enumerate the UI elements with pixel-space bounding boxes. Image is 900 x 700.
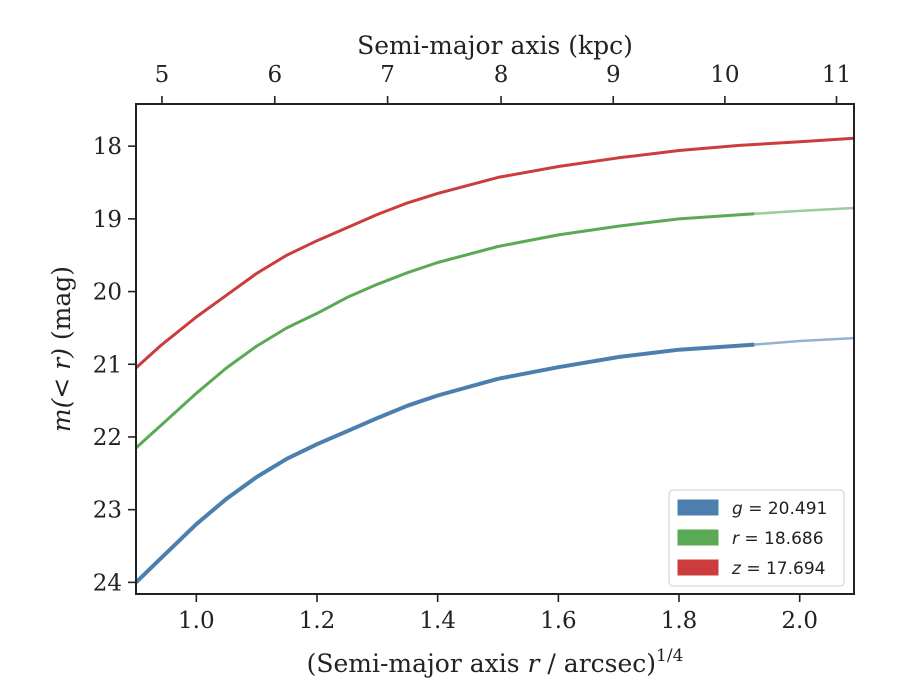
y-tick-label: 19 xyxy=(93,207,122,233)
legend-label-z: z = 17.694 xyxy=(731,559,825,579)
legend-label-g: g = 20.491 xyxy=(732,499,827,519)
legend-label-r: r = 18.686 xyxy=(732,529,824,549)
legend-swatch-z xyxy=(677,559,719,576)
y-tick-label: 24 xyxy=(93,570,122,596)
y-tick-label: 22 xyxy=(93,425,122,451)
x-axis-title-sup: 1/4 xyxy=(656,646,683,666)
top-axis-title: Semi-major axis (kpc) xyxy=(357,31,633,60)
top-tick-label: 10 xyxy=(710,62,739,88)
series-line-g xyxy=(134,342,755,584)
top-tick-label: 7 xyxy=(380,62,395,88)
series-lines xyxy=(134,136,855,584)
legend-swatch-g xyxy=(677,499,719,516)
y-axis-title-suffix: (mag) xyxy=(47,266,76,348)
bottom-x-ticks: 1.0 1.2 1.4 1.6 1.8 2.0 xyxy=(178,594,818,634)
top-x-ticks: 5 6 7 8 9 10 11 xyxy=(155,62,851,104)
x-axis-title-var: r xyxy=(528,649,542,678)
y-axis-title: m(< r) (mag) xyxy=(47,266,76,432)
y-tick-label: 23 xyxy=(93,498,122,524)
top-tick-label: 8 xyxy=(494,62,509,88)
y-tick-label: 20 xyxy=(93,280,122,306)
x-axis-title-prefix: (Semi-major axis xyxy=(307,649,528,678)
y-tick-label: 18 xyxy=(93,134,122,160)
top-tick-label: 9 xyxy=(606,62,621,88)
x-tick-label: 1.2 xyxy=(299,608,336,634)
x-tick-label: 2.0 xyxy=(781,608,818,634)
x-tick-label: 1.4 xyxy=(419,608,456,634)
y-tick-label: 21 xyxy=(93,352,122,378)
y-axis-title-var: m(< r) xyxy=(47,348,76,432)
x-axis-title-suffix: / arcsec) xyxy=(539,649,656,678)
series-line-g-extension xyxy=(754,336,855,346)
legend: g = 20.491 r = 18.686 z = 17.694 xyxy=(668,489,845,587)
x-tick-label: 1.0 xyxy=(178,608,215,634)
legend-swatch-r xyxy=(677,529,719,546)
x-tick-label: 1.6 xyxy=(540,608,577,634)
top-tick-label: 11 xyxy=(822,62,851,88)
series-line-r xyxy=(134,212,755,450)
x-axis-title: (Semi-major axis r / arcsec)1/4 xyxy=(307,646,684,678)
series-line-r-extension xyxy=(754,206,855,216)
series-line-z xyxy=(134,136,855,370)
plot-frame xyxy=(135,103,855,595)
x-tick-label: 1.8 xyxy=(661,608,698,634)
left-y-ticks: 18 19 20 21 22 23 24 xyxy=(93,134,136,596)
top-tick-label: 5 xyxy=(155,62,170,88)
top-tick-label: 6 xyxy=(267,62,282,88)
